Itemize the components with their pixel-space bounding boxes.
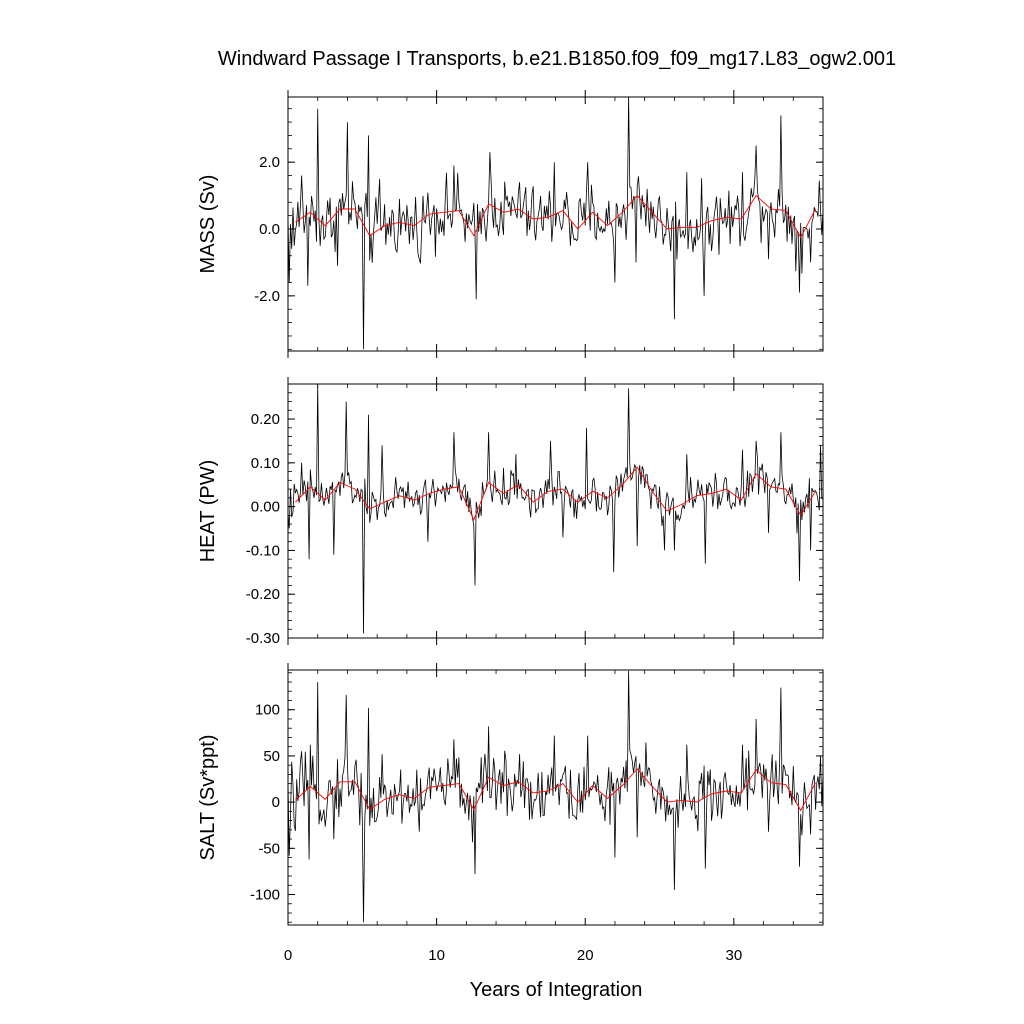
y-tick-label: 0.00: [251, 499, 280, 516]
y-tick-label: -2.0: [254, 288, 280, 305]
y-tick-label: -0.10: [246, 542, 280, 559]
x-tick-label: 20: [577, 947, 594, 964]
salt-panel: -100 -50 0 50 100 SALT (Sv*ppt) 0 10 20 30: [197, 663, 824, 964]
y-tick-label: 0.0: [259, 221, 280, 238]
y-tick-label: 0.10: [251, 455, 280, 472]
monthly-series-line: [288, 384, 823, 634]
chart-title: Windward Passage I Transports, b.e21.B18…: [218, 48, 896, 70]
x-tick-label: 0: [284, 947, 292, 964]
x-axis-label: Years of Integration: [470, 979, 643, 1001]
heat-panel: -0.30 -0.20 -0.10 0.00 0.10 0.20 HEAT (PW): [197, 377, 824, 647]
y-axis-label: SALT (Sv*ppt): [197, 735, 219, 861]
y-tick-label: -0.30: [246, 630, 280, 647]
y-tick-label: -50: [258, 840, 280, 857]
y-tick-label: 2.0: [259, 154, 280, 171]
x-tick-label: 10: [428, 947, 445, 964]
y-axis-label: MASS (Sv): [197, 175, 219, 274]
x-tick-label: 30: [725, 947, 742, 964]
y-tick-label: 50: [263, 748, 280, 765]
y-tick-label: -100: [250, 887, 280, 904]
annual-mean-line: [295, 194, 816, 239]
annual-mean-line: [295, 466, 816, 521]
mass-panel: -2.0 0.0 2.0 MASS (Sv): [197, 90, 824, 358]
annual-mean-line: [295, 768, 816, 812]
monthly-series-line: [288, 670, 823, 923]
y-tick-label: 100: [255, 702, 280, 719]
y-tick-label: -0.20: [246, 586, 280, 603]
y-axis-label: HEAT (PW): [197, 460, 219, 563]
y-tick-label: 0: [272, 794, 280, 811]
monthly-series-line: [288, 97, 823, 350]
y-tick-label: 0.20: [251, 411, 280, 428]
